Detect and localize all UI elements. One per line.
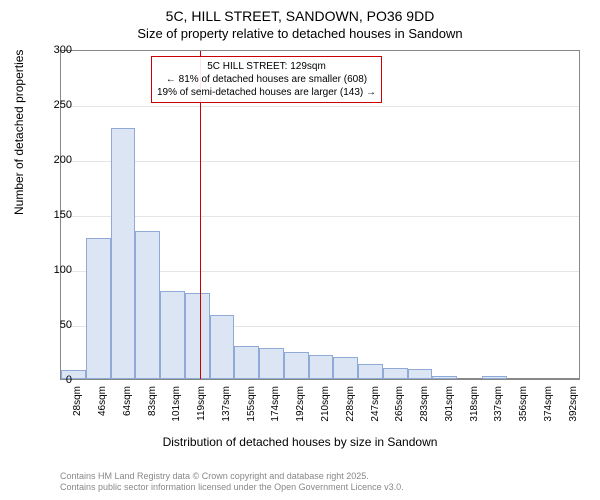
x-tick-label: 337sqm bbox=[493, 386, 504, 436]
histogram-bar bbox=[185, 293, 210, 379]
y-tick-label: 0 bbox=[66, 374, 72, 386]
y-tick-label: 50 bbox=[60, 319, 72, 331]
annotation-line: 5C HILL STREET: 129sqm bbox=[157, 60, 376, 73]
chart-title-main: 5C, HILL STREET, SANDOWN, PO36 9DD bbox=[0, 0, 600, 24]
attribution-line-1: Contains HM Land Registry data © Crown c… bbox=[60, 471, 404, 483]
histogram-bar bbox=[383, 368, 408, 379]
chart-plot-area: 5C HILL STREET: 129sqm← 81% of detached … bbox=[60, 50, 580, 380]
x-tick-label: 356sqm bbox=[518, 386, 529, 436]
x-tick-label: 392sqm bbox=[568, 386, 579, 436]
histogram-bar bbox=[111, 128, 136, 379]
y-tick-label: 200 bbox=[54, 154, 72, 166]
y-tick-label: 300 bbox=[54, 44, 72, 56]
histogram-bar bbox=[61, 370, 86, 379]
attribution-line-2: Contains public sector information licen… bbox=[60, 482, 404, 494]
histogram-bar bbox=[309, 355, 334, 379]
x-tick-label: 265sqm bbox=[394, 386, 405, 436]
x-tick-label: 64sqm bbox=[122, 386, 133, 436]
histogram-bar bbox=[210, 315, 235, 379]
histogram-bar bbox=[358, 364, 383, 379]
x-axis-label: Distribution of detached houses by size … bbox=[0, 435, 600, 449]
chart-title-sub: Size of property relative to detached ho… bbox=[0, 26, 600, 41]
gridline bbox=[61, 106, 579, 107]
histogram-bar bbox=[135, 231, 160, 380]
x-tick-label: 83sqm bbox=[147, 386, 158, 436]
attribution-text: Contains HM Land Registry data © Crown c… bbox=[60, 471, 404, 494]
histogram-bar bbox=[482, 376, 507, 379]
histogram-bar bbox=[259, 348, 284, 379]
x-tick-label: 210sqm bbox=[320, 386, 331, 436]
x-tick-label: 283sqm bbox=[419, 386, 430, 436]
y-tick-label: 100 bbox=[54, 264, 72, 276]
y-axis-label: Number of detached properties bbox=[12, 50, 26, 215]
x-tick-label: 155sqm bbox=[246, 386, 257, 436]
annotation-line: 19% of semi-detached houses are larger (… bbox=[157, 86, 376, 99]
gridline bbox=[61, 161, 579, 162]
histogram-bar bbox=[86, 238, 111, 379]
x-tick-label: 247sqm bbox=[370, 386, 381, 436]
x-tick-label: 174sqm bbox=[270, 386, 281, 436]
x-tick-label: 28sqm bbox=[72, 386, 83, 436]
x-tick-label: 137sqm bbox=[221, 386, 232, 436]
y-tick-label: 250 bbox=[54, 99, 72, 111]
x-tick-label: 374sqm bbox=[543, 386, 554, 436]
histogram-bar bbox=[333, 357, 358, 379]
histogram-bar bbox=[160, 291, 185, 379]
x-tick-label: 318sqm bbox=[469, 386, 480, 436]
histogram-bar bbox=[432, 376, 457, 379]
y-tick-label: 150 bbox=[54, 209, 72, 221]
x-tick-label: 192sqm bbox=[295, 386, 306, 436]
annotation-line: ← 81% of detached houses are smaller (60… bbox=[157, 73, 376, 86]
gridline bbox=[61, 216, 579, 217]
annotation-box: 5C HILL STREET: 129sqm← 81% of detached … bbox=[151, 56, 382, 103]
histogram-bar bbox=[408, 369, 433, 379]
x-tick-label: 228sqm bbox=[345, 386, 356, 436]
histogram-bar bbox=[234, 346, 259, 379]
x-tick-label: 301sqm bbox=[444, 386, 455, 436]
histogram-bar bbox=[284, 352, 309, 380]
x-tick-label: 46sqm bbox=[97, 386, 108, 436]
x-tick-label: 101sqm bbox=[171, 386, 182, 436]
x-tick-label: 119sqm bbox=[196, 386, 207, 436]
